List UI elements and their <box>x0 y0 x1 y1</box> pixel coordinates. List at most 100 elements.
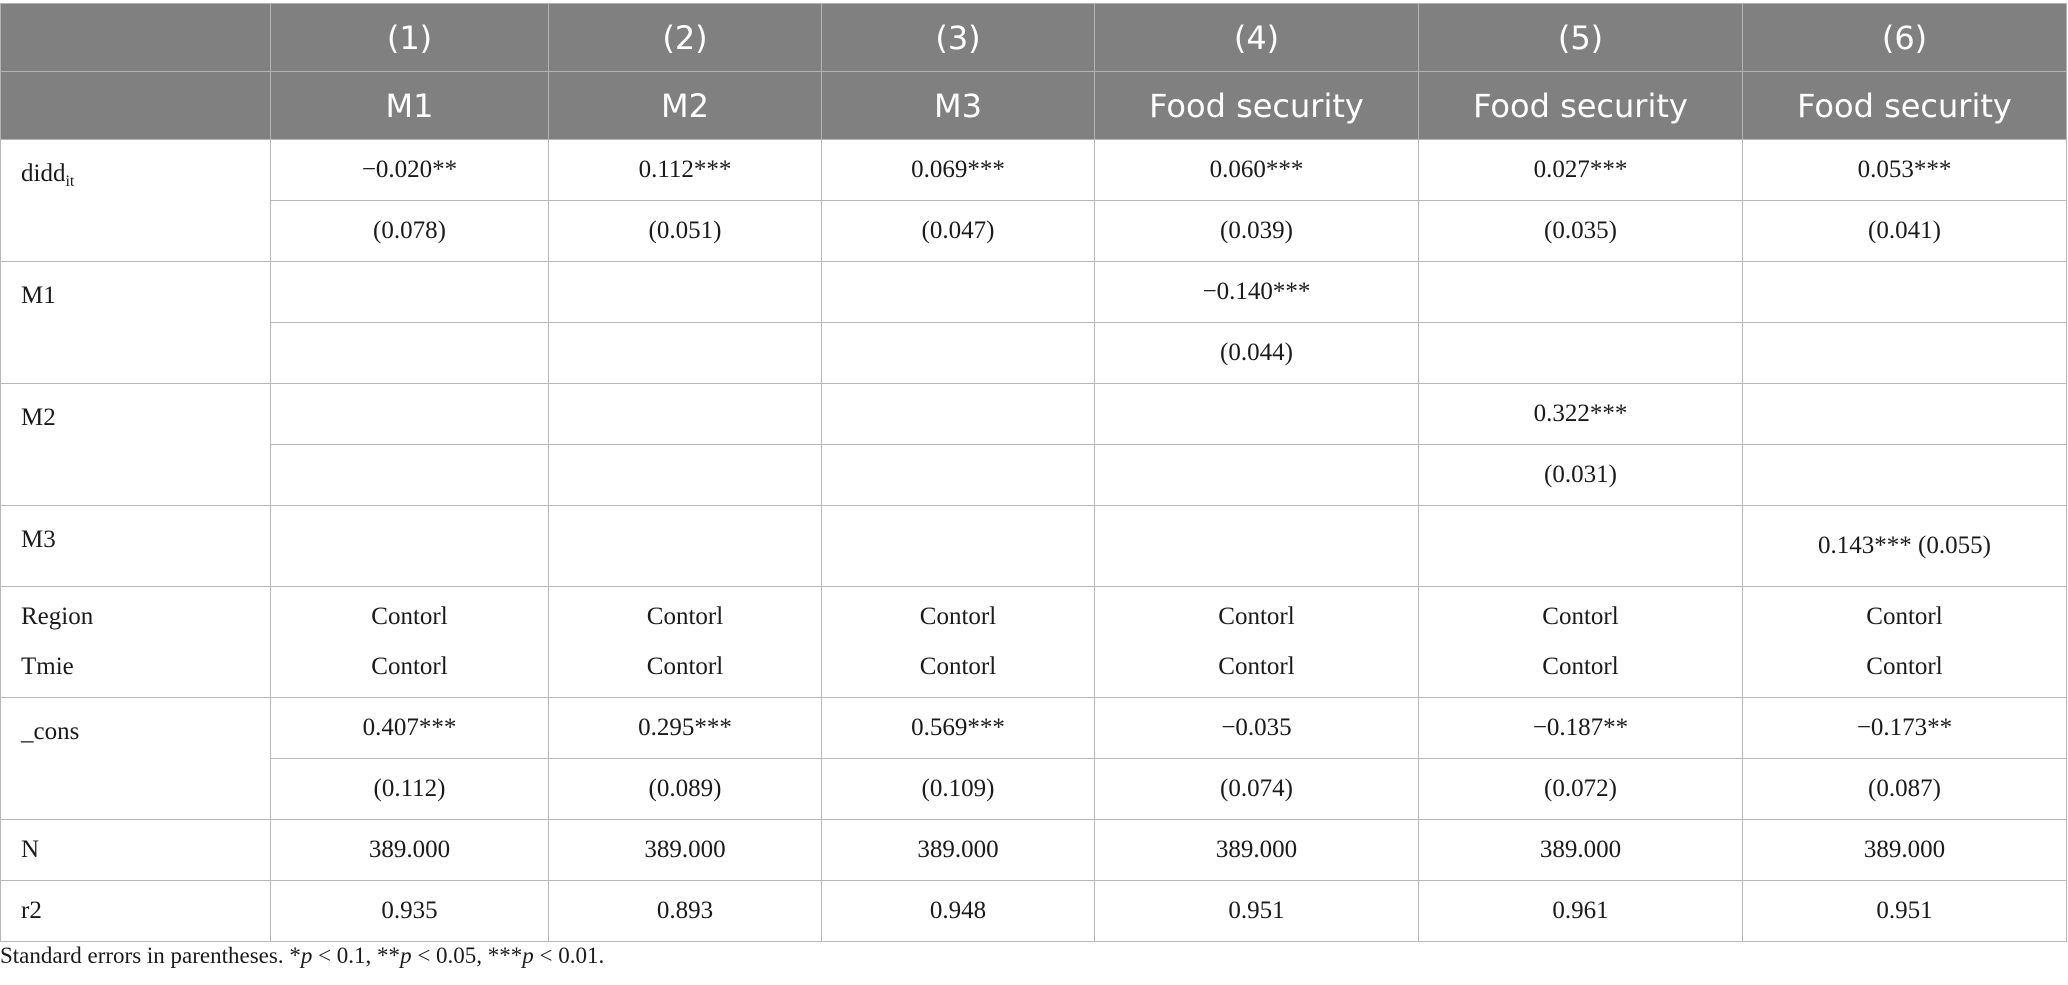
table-footnote: Standard errors in parentheses. *p < 0.1… <box>0 943 604 969</box>
control-region: Contorl <box>1542 603 1619 630</box>
coef-cell <box>548 261 822 323</box>
coef-cell <box>821 505 1095 587</box>
control-cell: Contorl Contorl <box>1418 586 1743 698</box>
header-name-cell <box>0 71 271 140</box>
control-cell: Contorl Contorl <box>821 586 1095 698</box>
header-number-cell: (4) <box>1094 3 1419 72</box>
coef-cell: 0.569*** <box>821 697 1095 759</box>
regression-table: (1) (2) (3) (4) (5) (6) M1 M2 M3 Food se… <box>0 3 2067 942</box>
row-label-n: N <box>0 819 271 881</box>
header-name-cell: M3 <box>821 71 1095 140</box>
value-cell: 389.000 <box>821 819 1095 881</box>
header-name-cell: M1 <box>270 71 549 140</box>
footnote-p: p <box>400 943 412 968</box>
se-cell <box>1094 444 1419 506</box>
coef-cell <box>1094 505 1419 587</box>
coef-cell: 0.295*** <box>548 697 822 759</box>
value-cell: 0.951 <box>1094 880 1419 942</box>
header-name-cell: Food security <box>1742 71 2067 140</box>
table-row-m2-se: (0.031) <box>1 444 2067 506</box>
header-number-cell <box>0 3 271 72</box>
table-row-didd-se: (0.078) (0.051) (0.047) (0.039) (0.035) … <box>1 200 2067 262</box>
table-row-m1-se: (0.044) <box>1 322 2067 384</box>
se-cell: (0.074) <box>1094 758 1419 820</box>
coef-cell: 0.027*** <box>1418 139 1743 201</box>
row-label-didd: diddit <box>0 139 271 262</box>
coef-cell <box>1094 383 1419 445</box>
coef-cell <box>548 383 822 445</box>
coef-cell <box>1742 261 2067 323</box>
se-cell: (0.044) <box>1094 322 1419 384</box>
header-name-cell: Food security <box>1094 71 1419 140</box>
se-cell <box>1418 322 1743 384</box>
se-cell: (0.078) <box>270 200 549 262</box>
header-number-cell: (3) <box>821 3 1095 72</box>
se-cell <box>270 444 549 506</box>
coef-cell: 0.069*** <box>821 139 1095 201</box>
control-time: Contorl <box>1866 653 1943 680</box>
coef-cell <box>1742 383 2067 445</box>
footnote-text: < 0.05, *** <box>411 943 523 968</box>
row-label-controls: Region Tmie <box>0 586 271 698</box>
se-cell <box>821 444 1095 506</box>
footnote-text: Standard errors in parentheses. * <box>0 943 301 968</box>
row-label-text: didd <box>21 160 66 187</box>
coef-cell: 0.112*** <box>548 139 822 201</box>
row-label-m1: M1 <box>0 261 271 384</box>
se-cell <box>548 322 822 384</box>
coef-cell: 0.060*** <box>1094 139 1419 201</box>
coef-cell <box>270 505 549 587</box>
coef-cell <box>548 505 822 587</box>
value-cell: 389.000 <box>548 819 822 881</box>
value-cell: 389.000 <box>1418 819 1743 881</box>
row-label-m3: M3 <box>0 505 271 587</box>
value-cell: 389.000 <box>1094 819 1419 881</box>
coef-cell: −0.173** <box>1742 697 2067 759</box>
se-cell: (0.031) <box>1418 444 1743 506</box>
table-row-m3: M3 0.143*** (0.055) <box>0 505 2067 587</box>
se-cell: (0.035) <box>1418 200 1743 262</box>
control-cell: Contorl Contorl <box>1094 586 1419 698</box>
control-cell: Contorl Contorl <box>548 586 822 698</box>
control-region: Contorl <box>371 603 448 630</box>
header-row-names: M1 M2 M3 Food security Food security Foo… <box>0 71 2067 140</box>
coef-cell: −0.035 <box>1094 697 1419 759</box>
row-label-cons: _cons <box>0 697 271 820</box>
header-number-cell: (2) <box>548 3 822 72</box>
footnote-text: < 0.1, ** <box>312 943 401 968</box>
se-cell <box>270 322 549 384</box>
value-cell: 389.000 <box>1742 819 2067 881</box>
coef-cell <box>821 383 1095 445</box>
table-row-controls: Region Tmie Contorl Contorl Contorl Contorl… <box>0 586 2067 698</box>
control-region: Contorl <box>1866 603 1943 630</box>
regression-table-container: (1) (2) (3) (4) (5) (6) M1 M2 M3 Food se… <box>0 3 2067 942</box>
control-region: Contorl <box>646 603 724 630</box>
footnote-text: < 0.01. <box>533 943 605 968</box>
footnote-p: p <box>300 943 313 968</box>
se-cell: (0.051) <box>548 200 822 262</box>
row-label-region: Region <box>21 603 94 630</box>
se-cell: (0.039) <box>1094 200 1419 262</box>
coef-cell <box>821 261 1095 323</box>
se-cell <box>548 444 822 506</box>
se-cell: (0.041) <box>1742 200 2067 262</box>
coef-cell <box>270 261 549 323</box>
control-cell: Contorl Contorl <box>270 586 549 698</box>
se-cell <box>1742 322 2067 384</box>
coef-cell: −0.020** <box>270 139 549 201</box>
se-cell: (0.112) <box>270 758 549 820</box>
header-name-cell: M2 <box>548 71 822 140</box>
table-row-n: N 389.000 389.000 389.000 389.000 389.00… <box>0 819 2067 881</box>
se-cell: (0.109) <box>821 758 1095 820</box>
se-cell <box>1742 444 2067 506</box>
coef-cell <box>270 383 549 445</box>
table-row-m2-coef: M2 0.322*** <box>0 383 2067 506</box>
table-row-cons-se: (0.112) (0.089) (0.109) (0.074) (0.072) … <box>1 758 2067 820</box>
control-region: Contorl <box>919 603 997 630</box>
table-row-m1-coef: M1 −0.140*** <box>0 261 2067 384</box>
value-cell: 0.961 <box>1418 880 1743 942</box>
se-cell <box>821 322 1095 384</box>
coef-cell: 0.407*** <box>270 697 549 759</box>
control-time: Contorl <box>371 653 448 680</box>
control-time: Contorl <box>919 653 997 680</box>
